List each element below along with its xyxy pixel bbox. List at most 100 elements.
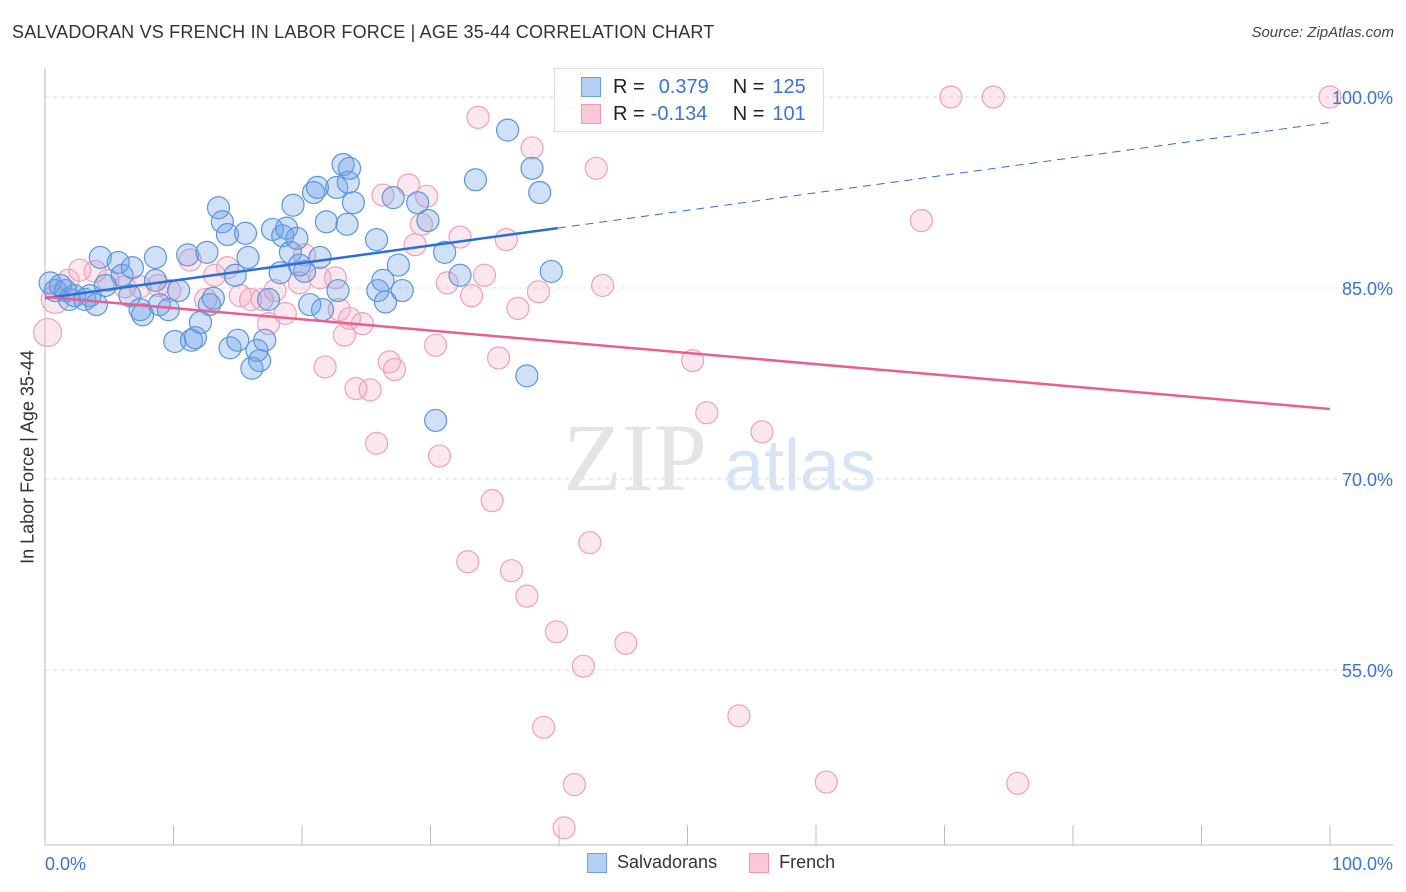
blue-swatch-icon — [587, 852, 607, 873]
french-point — [427, 444, 452, 468]
axes — [44, 68, 1393, 846]
salvadoran-point — [381, 185, 405, 210]
salvadoran-point — [496, 118, 520, 142]
y-tick-label: 85.0% — [1342, 279, 1393, 299]
salvadoran-point — [386, 253, 410, 277]
y-tick-label: 70.0% — [1342, 470, 1393, 490]
french-point — [424, 333, 448, 357]
french-point — [544, 620, 569, 644]
salvadoran-point — [84, 292, 109, 317]
salvadoran-point — [539, 259, 563, 284]
salvadoran-point — [215, 222, 240, 247]
n-value: 101 — [772, 102, 806, 125]
salvadoran-point — [201, 286, 225, 310]
french-point — [494, 228, 518, 252]
stats-legend: R = 0.379 N = 125 R = -0.134 N = 101 — [554, 68, 824, 132]
watermark-atlas: atlas — [724, 426, 876, 506]
french-point — [1006, 771, 1030, 795]
salvadoran-point — [406, 191, 430, 215]
salvadoran-point — [337, 156, 362, 180]
salvadoran-point — [298, 292, 322, 317]
salvadoran-point — [226, 328, 250, 352]
french-point — [466, 105, 490, 129]
french-point — [515, 584, 539, 608]
french-point — [499, 559, 524, 583]
salvadoran-point — [247, 348, 272, 373]
watermark-zip: ZIP — [563, 404, 707, 511]
salvadoran-point — [448, 263, 472, 287]
salvadoran-point — [416, 208, 440, 233]
salvadoran-point — [143, 268, 168, 292]
legend-row-salvadorans: R = 0.379 N = 125 — [581, 74, 806, 100]
n-value: 125 — [772, 75, 806, 98]
french-point — [382, 357, 407, 382]
salvadoran-point — [236, 245, 260, 270]
salvadoran-points — [38, 118, 563, 433]
french-point — [552, 816, 576, 840]
x-tick-label: 100.0% — [1332, 854, 1393, 874]
salvadoran-point — [120, 256, 144, 280]
salvadoran-point — [278, 240, 303, 264]
salvadoran-point — [206, 196, 231, 220]
french-trend-line — [44, 295, 1331, 411]
french-point — [313, 355, 337, 379]
french-point — [487, 346, 511, 370]
salvadoran-point — [310, 298, 335, 322]
salvadoran-point — [515, 364, 539, 388]
y-tick-label: 55.0% — [1342, 661, 1393, 681]
salvadoran-point — [131, 303, 155, 327]
french-point — [562, 772, 587, 797]
pink-swatch-icon — [749, 852, 770, 873]
french-point — [909, 208, 933, 233]
salvadoran-point — [331, 152, 355, 177]
legend-row-french: R = -0.134 N = 101 — [581, 101, 806, 127]
salvadoran-point — [528, 180, 552, 205]
french-point — [358, 378, 382, 402]
salvadoran-point — [308, 245, 332, 270]
salvadoran-point — [390, 278, 414, 303]
gridlines — [45, 96, 1393, 671]
salvadoran-point — [364, 228, 389, 252]
french-point — [456, 550, 480, 574]
french-point — [578, 531, 602, 555]
salvadoran-point — [88, 245, 112, 270]
salvadoran-point — [292, 259, 317, 284]
french-point — [695, 401, 719, 425]
salvadoran-point — [335, 212, 359, 236]
salvadoran-trend-extension — [557, 121, 1331, 229]
salvadoran-point — [195, 240, 219, 264]
legend-salvadorans: Salvadorans — [617, 852, 718, 872]
french-point — [981, 85, 1005, 109]
french-point — [531, 715, 556, 739]
french-point — [1318, 85, 1342, 109]
source-label: Source: ZipAtlas.com — [1251, 24, 1394, 41]
french-point — [32, 317, 63, 348]
salvadoran-point — [256, 287, 281, 312]
salvadoran-point — [167, 278, 191, 303]
salvadoran-point — [326, 278, 350, 303]
french-point — [750, 420, 774, 444]
salvadoran-point — [305, 175, 330, 200]
chart-title: SALVADORAN VS FRENCH IN LABOR FORCE | AG… — [12, 22, 715, 42]
salvadoran-point — [143, 245, 168, 270]
salvadoran-point — [463, 168, 488, 192]
french-point — [435, 271, 459, 295]
french-point — [571, 654, 596, 678]
french-point — [614, 631, 638, 655]
blue-swatch-icon — [581, 77, 601, 97]
r-value: -0.134 — [650, 102, 708, 125]
french-point — [939, 85, 963, 109]
french-point — [506, 296, 530, 320]
salvadoran-point — [233, 221, 258, 245]
trend-lines — [44, 121, 1331, 411]
french-point — [480, 489, 504, 513]
french-point — [526, 280, 551, 304]
r-label: R = — [613, 75, 645, 98]
salvadoran-point — [373, 290, 398, 314]
french-point — [403, 233, 427, 257]
salvadoran-point — [433, 240, 457, 264]
salvadoran-point — [156, 298, 180, 322]
salvadoran-point — [223, 263, 247, 287]
salvadoran-point — [210, 210, 234, 234]
